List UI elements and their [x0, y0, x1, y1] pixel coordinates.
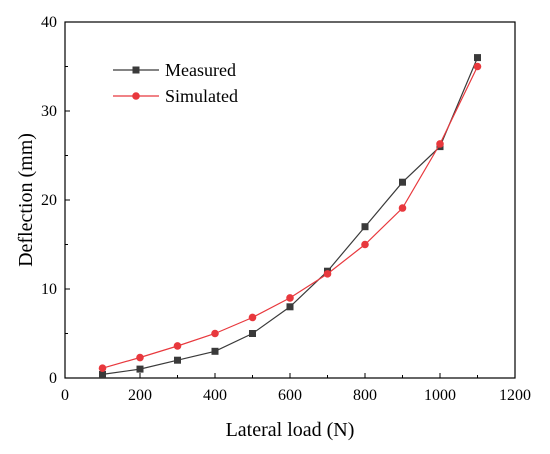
legend-label-measured: Measured: [165, 60, 236, 80]
x-tick-label: 800: [353, 387, 377, 404]
measured-point: [286, 303, 294, 311]
y-axis-title: Deflection (mm): [15, 133, 37, 267]
simulated-point: [436, 140, 444, 148]
x-tick-label: 1200: [499, 387, 531, 404]
simulated-point: [248, 313, 257, 322]
x-axis-ticks: 0 200 400 600 800 1000 1200: [61, 373, 531, 404]
x-axis-title: Lateral load (N): [226, 419, 355, 441]
simulated-point: [398, 204, 407, 212]
measured-point: [99, 370, 106, 378]
simulated-point: [98, 364, 107, 373]
legend: Measured Simulated: [113, 60, 238, 106]
measured-series-line: [102, 57, 479, 375]
x-tick-label: 200: [128, 387, 152, 404]
measured-point: [399, 178, 406, 186]
x-tick-label: 1000: [424, 387, 456, 404]
y-tick-label: 10: [41, 281, 57, 298]
x-tick-label: 0: [61, 387, 69, 404]
measured-point: [361, 223, 369, 231]
measured-point: [474, 54, 481, 62]
simulated-point: [136, 353, 144, 362]
measured-point: [174, 356, 181, 364]
simulated-point: [286, 294, 294, 302]
legend-marker-measured: [132, 66, 140, 74]
simulated-point: [361, 240, 369, 249]
y-tick-label: 20: [41, 192, 57, 209]
simulated-point: [323, 270, 332, 278]
simulated-point: [173, 342, 182, 350]
simulated-point: [211, 329, 219, 338]
plot-area: [64, 21, 516, 379]
x-tick-label: 400: [203, 387, 227, 404]
y-tick-label: 30: [41, 103, 57, 120]
y-tick-label: 40: [41, 14, 57, 31]
measured-point: [249, 330, 256, 337]
x-tick-label: 600: [278, 387, 302, 404]
series-layer: [98, 54, 482, 378]
measured-point: [211, 347, 219, 355]
legend-label-simulated: Simulated: [165, 86, 238, 106]
simulated-series-line: [102, 66, 479, 369]
legend-marker-simulated: [132, 92, 140, 100]
y-axis-ticks: 0 10 20 30 40: [41, 14, 70, 387]
simulated-point: [473, 62, 482, 71]
plot-frame: [64, 21, 516, 379]
measured-point: [136, 365, 144, 373]
y-tick-label: 0: [49, 370, 57, 387]
